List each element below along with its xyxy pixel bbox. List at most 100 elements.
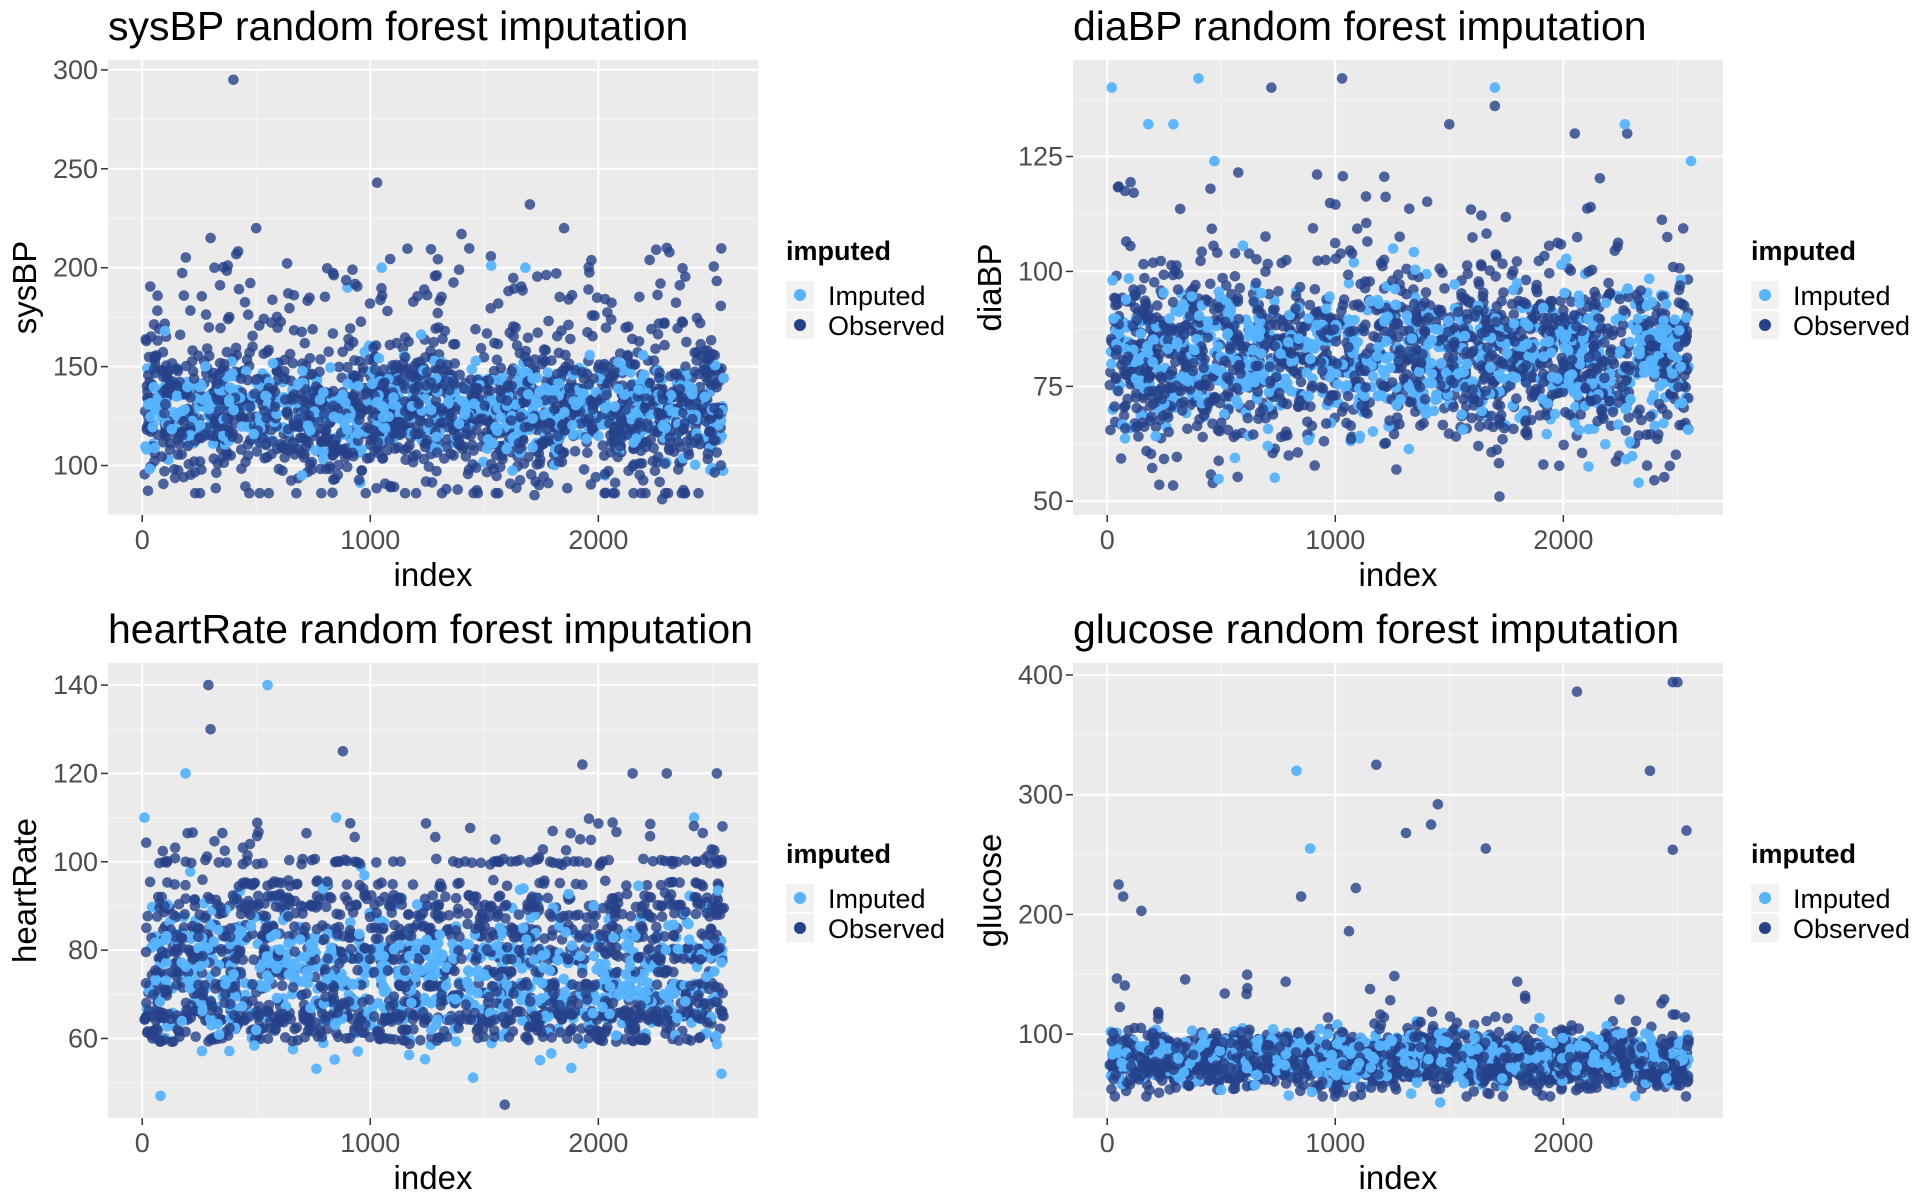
point-imputed [140, 441, 151, 452]
point-observed [1311, 169, 1323, 180]
point-observed [1146, 462, 1158, 474]
point-imputed [1457, 424, 1469, 435]
point-observed [407, 457, 419, 468]
point-imputed [1633, 477, 1644, 489]
point-observed [1476, 210, 1487, 221]
point-imputed [1385, 362, 1396, 374]
point-imputed [1685, 155, 1697, 167]
point-observed [327, 267, 339, 279]
point-observed [472, 487, 484, 499]
point-imputed [689, 459, 701, 471]
point-observed [262, 346, 273, 358]
point-observed [1336, 305, 1347, 317]
point-observed [452, 484, 464, 495]
point-imputed [466, 364, 478, 375]
point-observed [674, 383, 686, 395]
point-observed [1419, 393, 1431, 405]
point-observed [1508, 265, 1519, 277]
y-tick-label: 100 [1018, 256, 1063, 286]
legend-swatch-imputed [1759, 289, 1771, 301]
point-observed [482, 384, 493, 395]
point-observed [1569, 310, 1580, 321]
point-observed [251, 446, 263, 457]
point-imputed [1631, 324, 1643, 335]
point-observed [490, 487, 502, 499]
point-observed [1125, 176, 1136, 188]
y-tick-label: 50 [1033, 486, 1063, 516]
point-imputed [159, 325, 171, 337]
point-observed [435, 358, 446, 370]
point-imputed [1403, 443, 1415, 455]
point-observed [1494, 400, 1506, 412]
point-observed [1594, 173, 1606, 184]
point-observed [1566, 296, 1577, 308]
point-observed [1439, 283, 1450, 294]
point-observed [483, 375, 495, 386]
point-observed [1256, 308, 1267, 320]
point-imputed [334, 413, 345, 424]
point-observed [664, 431, 676, 443]
point-observed [1612, 237, 1624, 249]
point-observed [222, 449, 233, 460]
point-observed [1532, 286, 1543, 298]
legend-entry-label: Imputed [828, 281, 926, 311]
point-observed [1602, 328, 1613, 339]
point-imputed [314, 394, 326, 406]
point-observed [659, 458, 671, 470]
point-observed [516, 281, 527, 292]
point-observed [432, 307, 444, 319]
point-observed [345, 323, 356, 334]
point-observed [1673, 297, 1685, 308]
point-observed [1352, 299, 1364, 310]
point-observed [205, 724, 216, 735]
point-observed [189, 487, 201, 499]
point-observed [1257, 404, 1269, 415]
point-observed [552, 430, 564, 442]
point-imputed [1619, 119, 1631, 130]
y-axis-label: sysBP [6, 241, 43, 335]
point-observed [486, 458, 497, 470]
point-observed [709, 368, 721, 380]
point-observed [205, 232, 216, 244]
point-observed [437, 333, 448, 345]
point-imputed [200, 361, 211, 372]
point-observed [1226, 288, 1237, 300]
point-imputed [1549, 408, 1561, 420]
scatter-points [1104, 73, 1697, 502]
point-observed [402, 243, 413, 254]
point-imputed [1133, 378, 1145, 390]
point-imputed [1192, 390, 1204, 402]
point-imputed [1108, 313, 1119, 324]
point-observed [1380, 191, 1391, 203]
point-observed [1667, 261, 1679, 273]
point-observed [475, 342, 487, 354]
point-observed [1205, 183, 1216, 195]
point-imputed [497, 370, 508, 382]
point-observed [541, 269, 552, 281]
point-imputed [532, 397, 543, 409]
point-imputed [415, 329, 427, 340]
point-imputed [1542, 398, 1553, 409]
point-imputed [1566, 369, 1578, 380]
point-observed [1620, 425, 1632, 436]
point-observed [1461, 346, 1472, 358]
point-observed [431, 465, 442, 477]
point-imputed [343, 412, 355, 424]
point-observed [652, 289, 663, 301]
point-observed [1415, 357, 1427, 368]
point-imputed [267, 357, 279, 369]
point-observed [1490, 249, 1502, 260]
point-observed [1144, 415, 1156, 427]
point-observed [178, 416, 190, 427]
point-observed [411, 357, 423, 369]
point-imputed [1501, 348, 1513, 359]
point-observed [1533, 255, 1545, 267]
point-observed [187, 366, 199, 377]
point-observed [421, 366, 433, 378]
point-observed [672, 323, 683, 334]
point-observed [614, 441, 626, 452]
point-imputed [637, 349, 649, 361]
point-observed [172, 365, 184, 377]
point-observed [1217, 272, 1228, 284]
x-axis-label: index [1359, 556, 1438, 593]
